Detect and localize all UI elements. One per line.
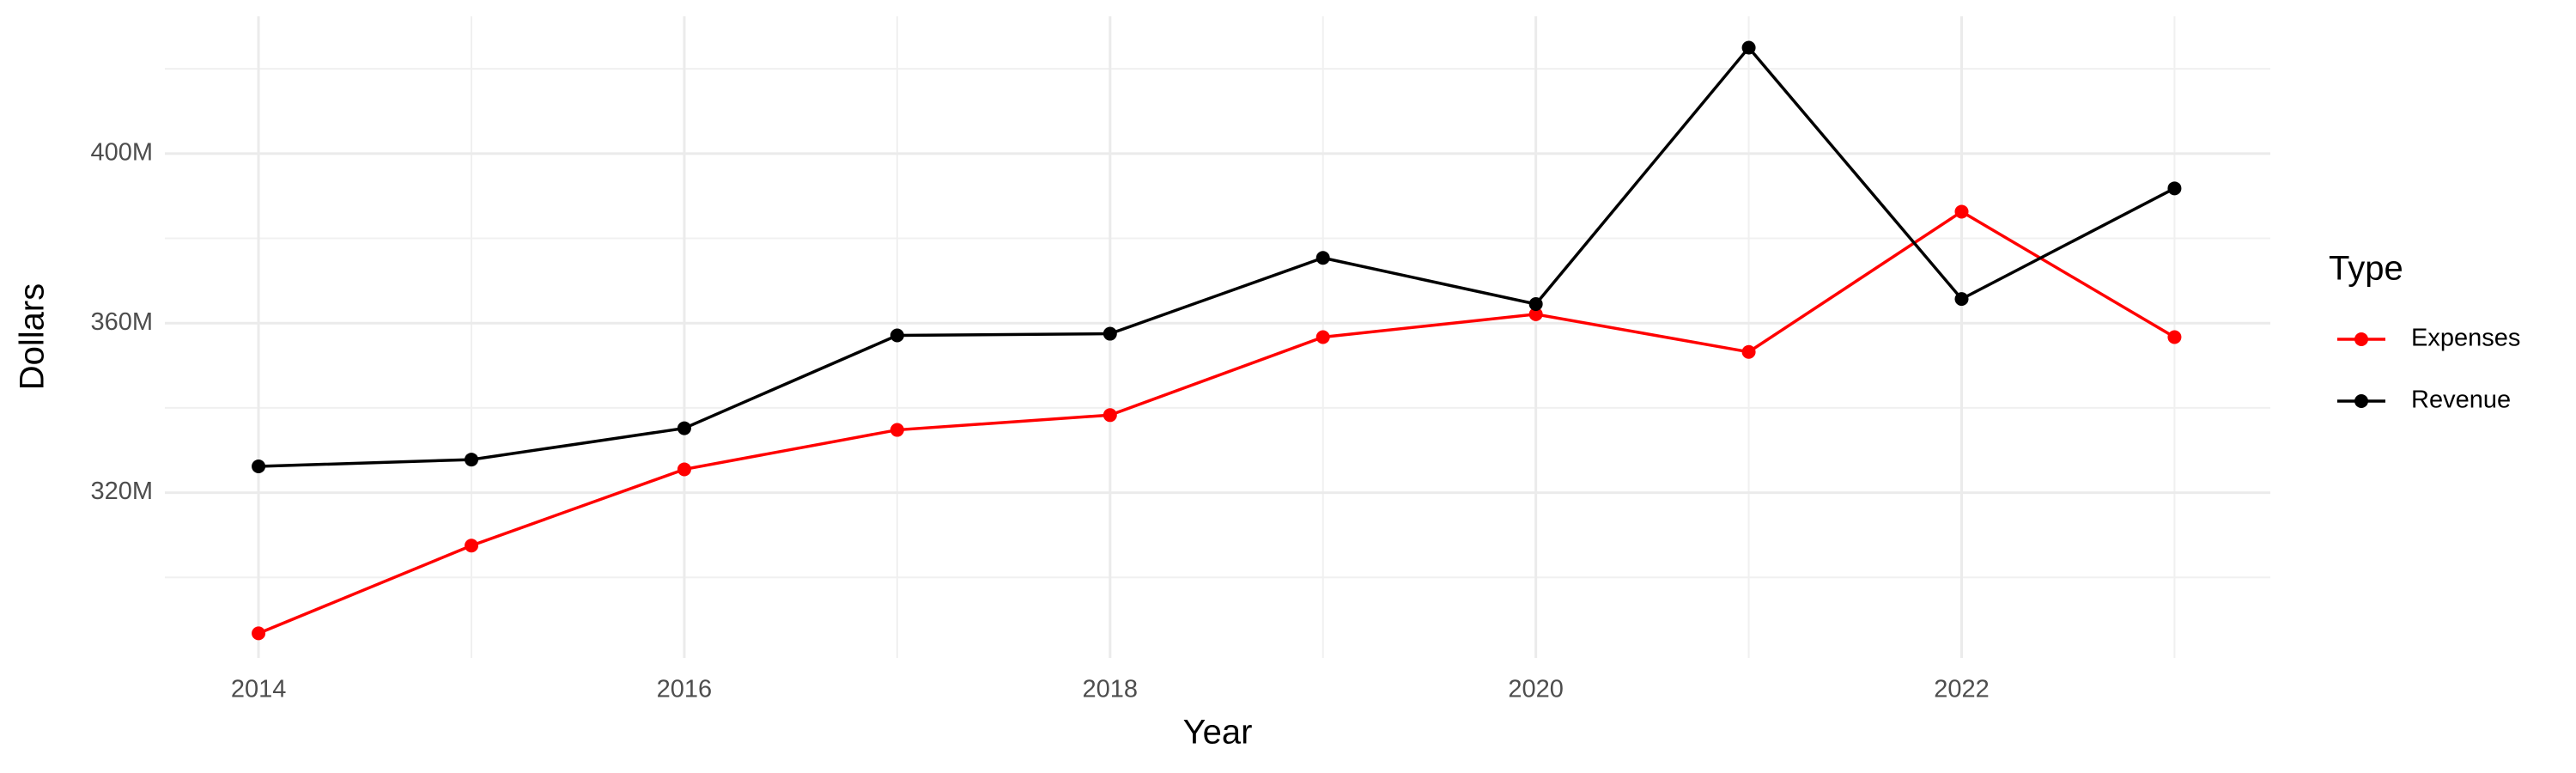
y-tick-label: 320M [90, 478, 153, 505]
y-axis-title: Dollars [14, 283, 52, 390]
data-point [252, 459, 266, 473]
grid [165, 16, 2270, 658]
data-point [1103, 408, 1117, 423]
data-point [1528, 297, 1543, 312]
data-point [465, 453, 479, 467]
series-line [258, 210, 2176, 636]
legend-label: Revenue [2411, 386, 2511, 414]
legend-point [2354, 332, 2368, 346]
data-point [1528, 307, 1543, 321]
x-tick-label: 2016 [657, 676, 713, 703]
data-point [1315, 330, 1330, 344]
data-point [1103, 326, 1117, 341]
data-point [890, 328, 904, 343]
data-point [890, 423, 904, 437]
data-point [1954, 292, 1969, 307]
data-point [1741, 40, 1756, 55]
legend-title: Type [2329, 250, 2403, 288]
data-point [1315, 251, 1330, 265]
legend-label: Expenses [2411, 325, 2520, 352]
y-tick-label: 400M [90, 139, 153, 167]
data-point [677, 462, 691, 477]
y-tick-label: 360M [90, 308, 153, 336]
x-tick-label: 2014 [231, 676, 287, 703]
data-point [677, 421, 691, 435]
data-point [1954, 204, 1969, 219]
legend-point [2354, 394, 2368, 408]
series-line [258, 45, 2176, 468]
x-tick-label: 2020 [1508, 676, 1564, 703]
data-point [1741, 344, 1756, 359]
x-tick-label: 2022 [1934, 676, 1990, 703]
data-point [2167, 330, 2182, 344]
x-tick-label: 2018 [1083, 676, 1139, 703]
x-axis-title: Year [1183, 714, 1253, 752]
data-point [252, 626, 266, 641]
data-point [465, 539, 479, 553]
data-point [2167, 181, 2182, 196]
